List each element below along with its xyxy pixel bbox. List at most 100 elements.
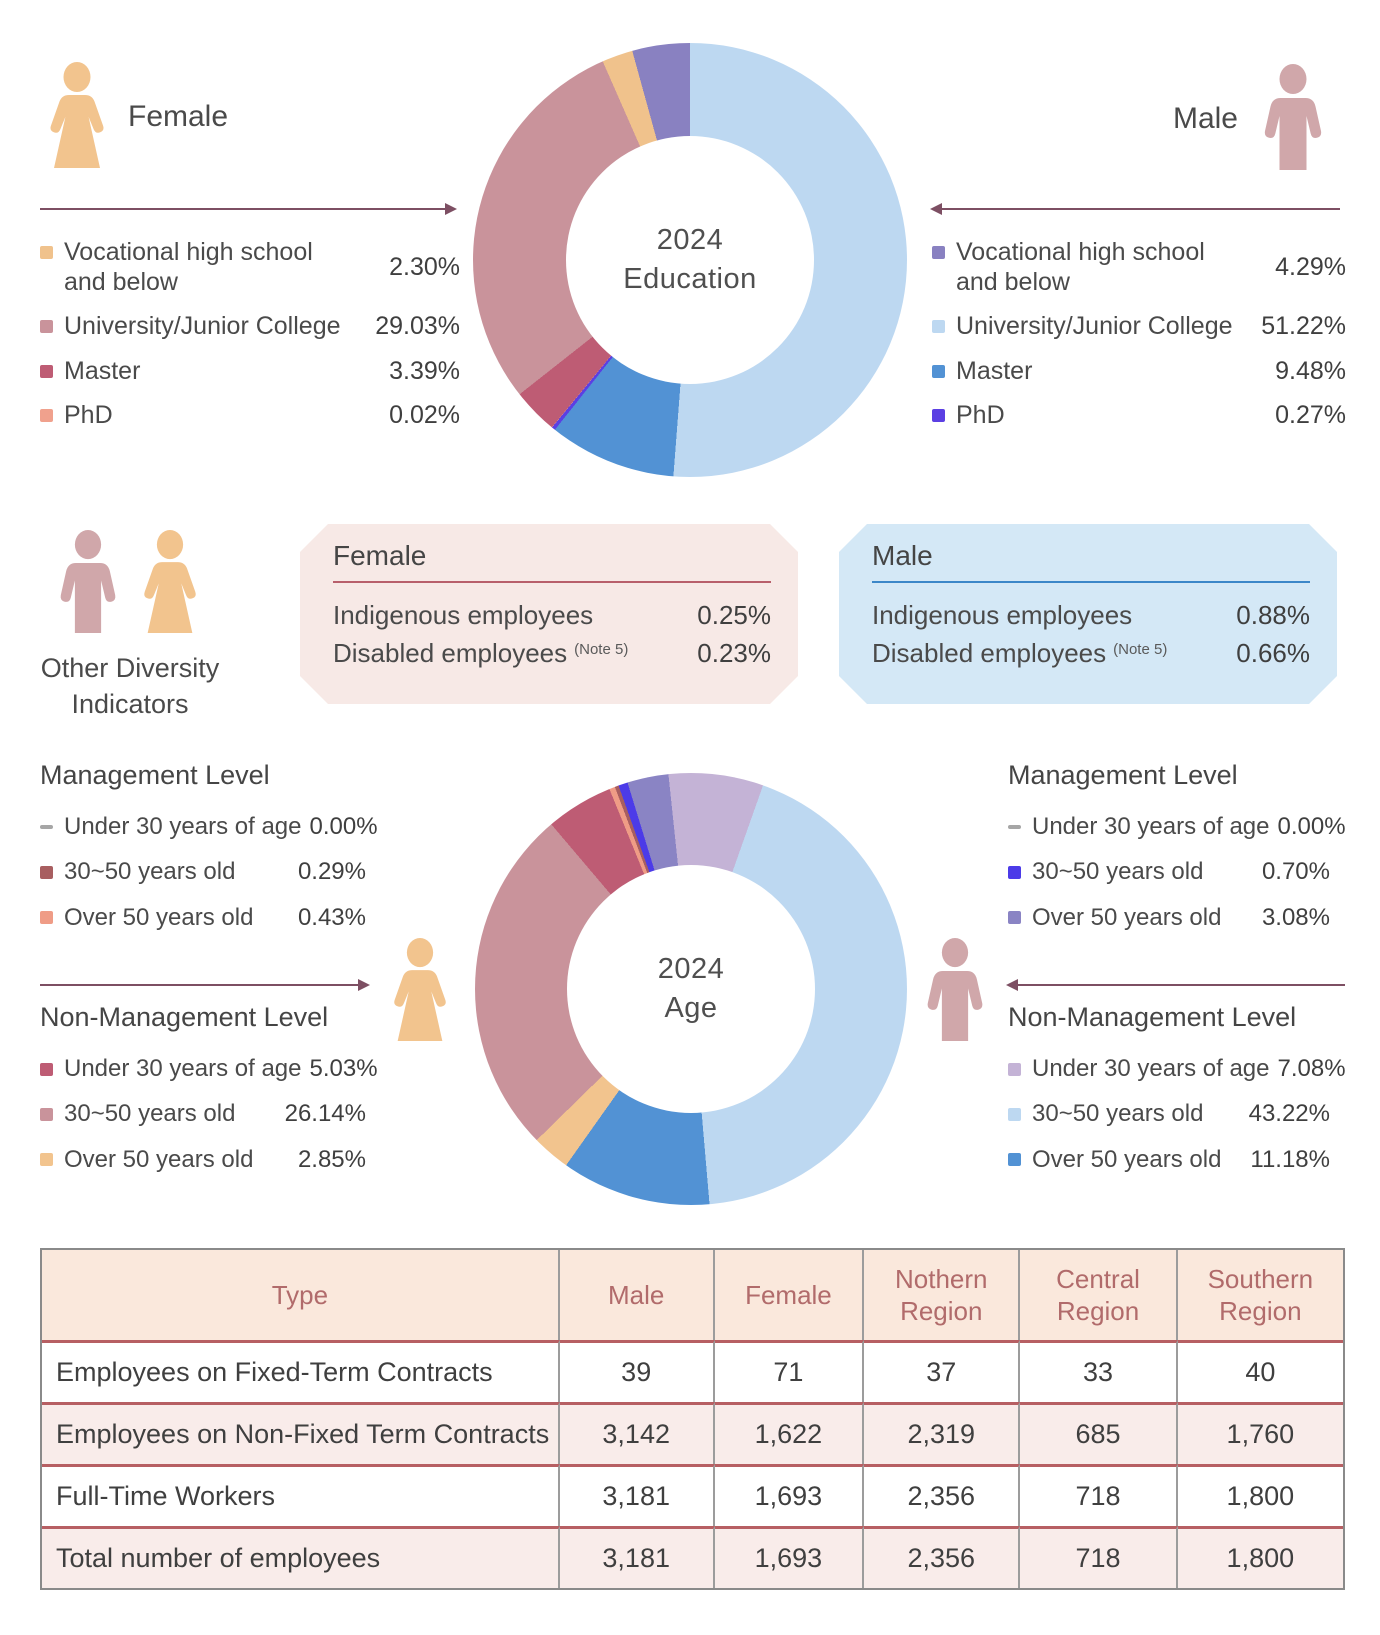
- column-header-female: Female: [714, 1250, 865, 1340]
- table-cell: 1,800: [1177, 1464, 1343, 1526]
- legend-item-under30: Under 30 years of age 7.08%: [1008, 1055, 1346, 1083]
- legend-swatch: [40, 825, 53, 830]
- legend-label: Under 30 years of age: [64, 1055, 302, 1082]
- legend-item-under30: Under 30 years of age 0.00%: [1008, 813, 1346, 841]
- male-management-legend: Management Level Under 30 years of age 0…: [1008, 760, 1346, 932]
- table-cell: 3,142: [559, 1402, 715, 1464]
- table-cell: 3,181: [559, 1464, 715, 1526]
- table-cell: 33: [1020, 1340, 1178, 1402]
- legend-label: University/Junior College: [64, 312, 341, 340]
- male-person-icon: [54, 530, 122, 633]
- legend-item-over50: Over 50 years old 3.08%: [1008, 904, 1330, 932]
- table-cell: 1,693: [714, 1526, 865, 1588]
- legend-label: PhD: [64, 401, 113, 429]
- legend-item-over50: Over 50 years old 2.85%: [40, 1146, 366, 1174]
- female-person-icon: [134, 530, 206, 633]
- legend-swatch: [1008, 1107, 1021, 1121]
- table-cell: 37: [864, 1340, 1021, 1402]
- legend-value: 2.85%: [297, 1145, 366, 1173]
- female-education-legend: Vocational high school and below 2.30% U…: [40, 238, 460, 431]
- table-cell: 2,319: [864, 1402, 1021, 1464]
- legend-label: Over 50 years old: [64, 903, 254, 931]
- table-cell: 1,693: [714, 1464, 865, 1526]
- female-section-label: Female: [128, 100, 229, 133]
- diversity-caption: Other Diversity Indicators: [15, 650, 245, 723]
- legend-swatch: [40, 1062, 53, 1076]
- legend-label: University/Junior College: [956, 312, 1233, 340]
- legend-value: 0.70%: [1261, 858, 1330, 886]
- legend-label: Master: [956, 356, 1033, 385]
- female-diversity-card: Female Indigenous employees 0.25% Disabl…: [300, 524, 798, 704]
- disabled-employees-row: Disabled employees (Note 5) 0.66%: [872, 638, 1310, 669]
- legend-swatch: [40, 409, 53, 423]
- age-donut-center: 2024 Age: [567, 865, 815, 1113]
- legend-swatch: [40, 1107, 53, 1121]
- card-rule: [872, 581, 1310, 583]
- legend-item-under30: Under 30 years of age 0.00%: [40, 813, 378, 841]
- table-cell: 39: [559, 1340, 715, 1402]
- male-person-icon: [1258, 64, 1328, 170]
- legend-value: 3.08%: [1261, 903, 1330, 931]
- table-cell: 40: [1177, 1340, 1343, 1402]
- legend-value: 51.22%: [1261, 312, 1346, 341]
- legend-swatch: [40, 911, 53, 925]
- female-arrow: [40, 203, 457, 215]
- table-row-type: Employees on Fixed-Term Contracts: [42, 1340, 560, 1402]
- column-header-central-region: Central Region: [1020, 1250, 1178, 1340]
- legend-item-30-50: 30~50 years old 43.22%: [1008, 1100, 1330, 1128]
- male-arrow: [930, 203, 1340, 215]
- legend-value: 26.14%: [284, 1100, 366, 1128]
- legend-group-title: Management Level: [40, 760, 270, 790]
- table-cell: 2,356: [864, 1526, 1021, 1588]
- legend-value: 0.29%: [297, 858, 366, 886]
- legend-value: 5.03%: [309, 1055, 378, 1083]
- row-value: 0.66%: [1236, 638, 1310, 668]
- legend-swatch: [932, 364, 945, 378]
- column-header-type: Type: [42, 1250, 560, 1340]
- legend-label: 30~50 years old: [64, 858, 236, 886]
- table-row-type: Full-Time Workers: [42, 1464, 560, 1526]
- legend-value: 3.39%: [389, 356, 460, 385]
- card-rows: Indigenous employees 0.88% Disabled empl…: [872, 600, 1310, 669]
- donut-center-year: 2024: [657, 952, 725, 985]
- diversity-caption-line2: Indicators: [71, 689, 189, 720]
- table-cell: 3,181: [559, 1526, 715, 1588]
- card-rule: [333, 581, 771, 583]
- legend-swatch: [932, 246, 945, 259]
- legend-swatch: [932, 409, 945, 423]
- legend-label: Over 50 years old: [1032, 1145, 1222, 1173]
- table-cell: 71: [714, 1340, 865, 1402]
- donut-center-year: 2024: [656, 223, 724, 256]
- legend-label: Master: [64, 356, 141, 385]
- legend-item-university: University/Junior College 29.03%: [40, 312, 460, 342]
- legend-swatch: [40, 865, 53, 879]
- legend-value: 4.29%: [1275, 253, 1346, 281]
- male-person-icon: [920, 938, 990, 1041]
- legend-label: Over 50 years old: [1032, 903, 1222, 931]
- legend-value: 0.43%: [297, 903, 366, 931]
- row-label: Disabled employees (Note 5): [333, 638, 629, 668]
- legend-value: 2.30%: [389, 253, 460, 281]
- female-person-icon: [40, 62, 114, 168]
- legend-group-title: Non-Management Level: [40, 1002, 329, 1032]
- row-value: 0.25%: [697, 600, 771, 630]
- legend-swatch: [40, 246, 53, 259]
- column-header-nothern-region: Nothern Region: [864, 1250, 1021, 1340]
- legend-swatch: [1008, 1153, 1021, 1167]
- legend-item-master: Master 9.48%: [932, 357, 1346, 387]
- legend-item-master: Master 3.39%: [40, 357, 460, 387]
- legend-item-30-50: 30~50 years old 0.70%: [1008, 858, 1330, 886]
- legend-item-30-50: 30~50 years old 26.14%: [40, 1100, 366, 1128]
- male-section-label: Male: [1172, 102, 1238, 135]
- legend-value: 11.18%: [1250, 1145, 1330, 1173]
- donut-center-title: Education: [623, 263, 757, 295]
- male-diversity-card: Male Indigenous employees 0.88% Disabled…: [839, 524, 1337, 704]
- legend-item-university: University/Junior College 51.22%: [932, 312, 1346, 342]
- card-title: Male: [872, 540, 933, 571]
- legend-label: 30~50 years old: [64, 1100, 236, 1128]
- legend-label: Vocational high school and below: [956, 238, 1205, 296]
- column-header-southern-region: Southern Region: [1177, 1250, 1343, 1340]
- legend-label: Vocational high school and below: [64, 238, 313, 296]
- legend-label: Under 30 years of age: [1032, 1055, 1270, 1082]
- table-cell: 685: [1020, 1402, 1178, 1464]
